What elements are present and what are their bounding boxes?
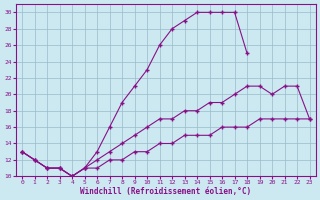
X-axis label: Windchill (Refroidissement éolien,°C): Windchill (Refroidissement éolien,°C) (80, 187, 252, 196)
